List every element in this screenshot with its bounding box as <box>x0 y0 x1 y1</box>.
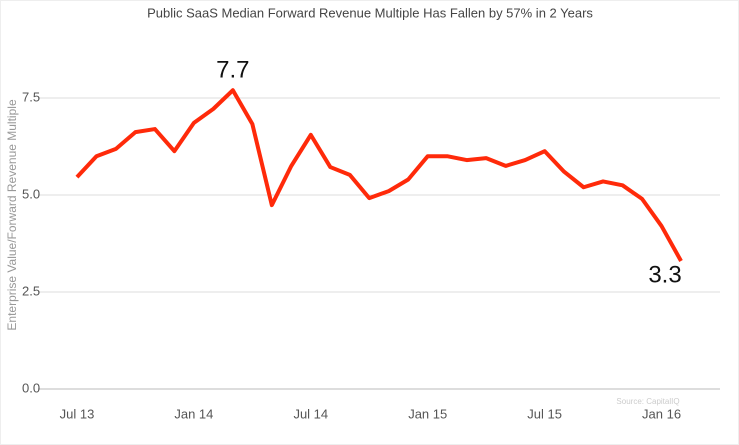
x-tick-label: Jan 14 <box>174 406 213 421</box>
x-tick-label: Jan 15 <box>408 406 447 421</box>
x-tick-label: Jul 14 <box>293 406 328 421</box>
y-tick-label: 0.0 <box>22 380 40 395</box>
x-tick-label: Jul 13 <box>60 406 95 421</box>
chart-title: Public SaaS Median Forward Revenue Multi… <box>147 5 593 20</box>
y-tick-label: 7.5 <box>22 89 40 104</box>
y-tick-label: 5.0 <box>22 186 40 201</box>
peak-label: 7.7 <box>216 57 249 84</box>
data-line <box>75 88 683 262</box>
x-tick-label: Jan 16 <box>642 406 681 421</box>
source-note: Source: CapitalIQ <box>616 397 679 406</box>
y-axis-label: Enterprise Value/Forward Revenue Multipl… <box>5 99 19 331</box>
y-tick-label: 2.5 <box>22 283 40 298</box>
end-label: 3.3 <box>648 261 681 288</box>
x-tick-label: Jul 15 <box>527 406 562 421</box>
